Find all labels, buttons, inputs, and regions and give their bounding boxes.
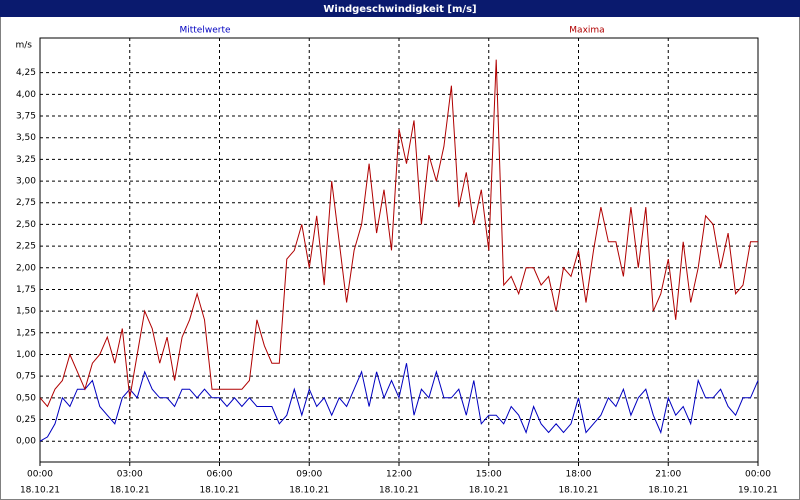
y-tick-label: 0,75 [16,372,36,382]
x-tick-date: 18.10.21 [469,486,509,496]
x-tick-label: 09:00 [296,470,322,480]
x-tick-label: 12:00 [386,470,412,480]
y-tick-label: 2,50 [16,220,36,230]
x-tick-label: 15:00 [476,470,502,480]
x-tick-date: 18.10.21 [289,486,329,496]
x-tick-date: 18.10.21 [379,486,419,496]
x-tick-date: 18.10.21 [110,486,150,496]
x-tick-label: 00:00 [27,470,53,480]
y-tick-label: 2,25 [16,242,36,252]
y-axis-label: m/s [16,41,33,51]
title-bar [0,0,800,17]
x-tick-label: 03:00 [117,470,143,480]
x-tick-label: 00:00 [745,470,771,480]
y-tick-label: 1,75 [16,285,36,295]
x-tick-date: 18.10.21 [199,486,239,496]
series-line [39,59,758,408]
y-tick-label: 3,25 [16,155,36,165]
y-tick-label: 2,75 [16,198,36,208]
y-tick-label: 1,50 [16,307,36,317]
chart-title: Windgeschwindigkeit [m/s] [323,4,476,15]
y-tick-label: 3,00 [16,177,36,187]
y-tick-label: 0,25 [16,415,36,425]
x-tick-label: 18:00 [566,470,592,480]
x-tick-date: 18.10.21 [558,486,598,496]
x-tick-date: 18.10.21 [20,486,60,496]
x-tick-label: 06:00 [207,470,233,480]
legend-label: Maxima [569,26,604,36]
series-line [39,363,759,442]
y-tick-label: 0,50 [16,393,36,403]
legend-label: Mittelwerte [179,26,230,36]
x-tick-date: 19.10.21 [738,486,778,496]
y-tick-label: 1,00 [16,350,36,360]
x-tick-label: 21:00 [655,470,681,480]
y-tick-label: 0,00 [16,437,36,447]
y-tick-label: 1,25 [16,328,36,338]
y-tick-label: 3,75 [16,112,36,122]
y-tick-label: 2,00 [16,263,36,273]
x-tick-date: 18.10.21 [648,486,688,496]
y-tick-label: 3,50 [16,133,36,143]
y-tick-label: 4,00 [16,90,36,100]
y-tick-label: 4,25 [16,68,36,78]
